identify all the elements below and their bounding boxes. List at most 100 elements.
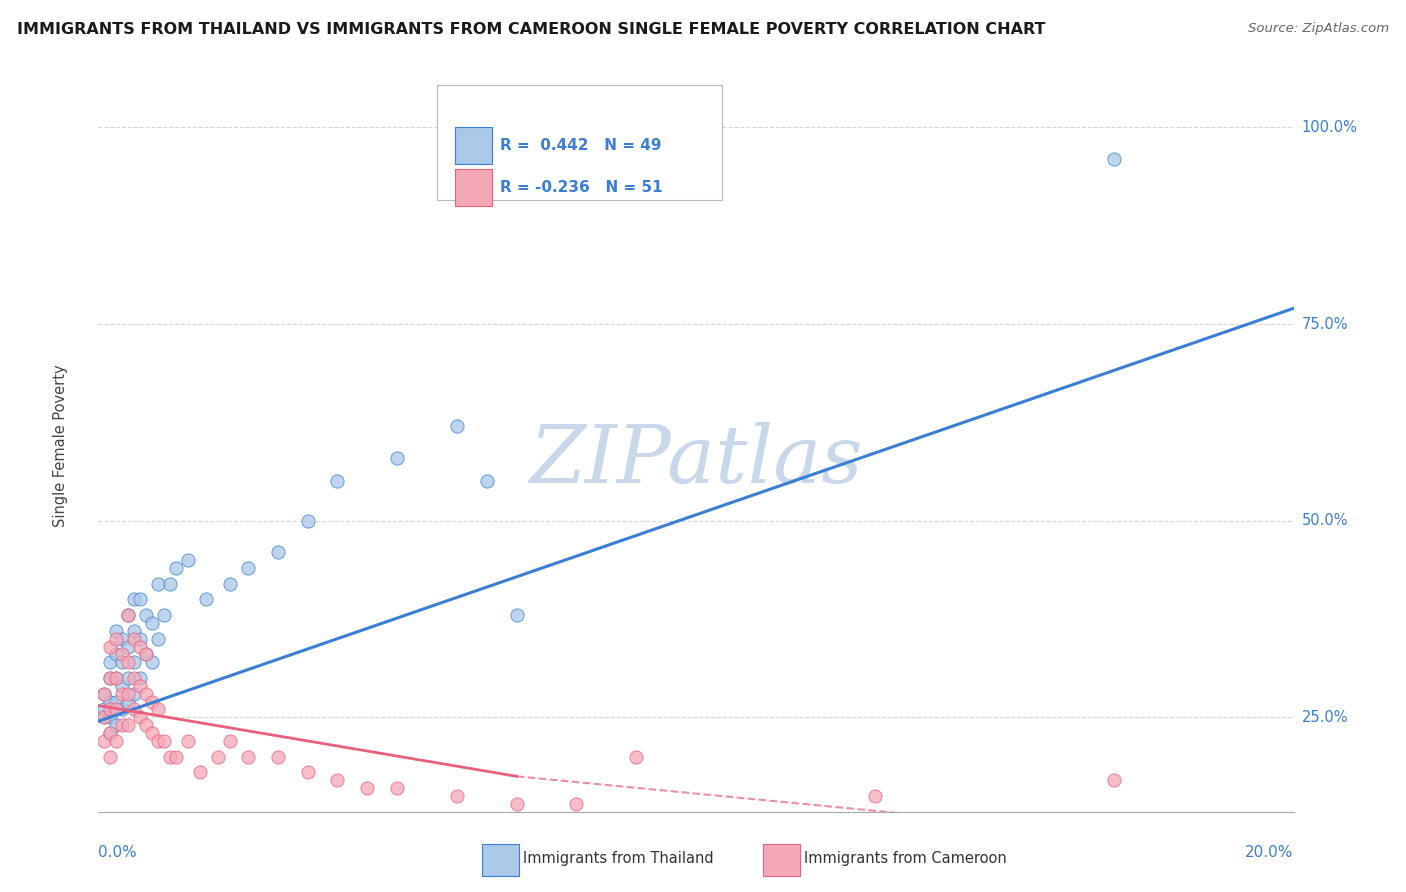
- Point: [475, 475, 498, 489]
- Point: [135, 648, 157, 662]
- Point: [129, 632, 152, 646]
- Point: [141, 655, 163, 669]
- Point: [267, 749, 290, 764]
- Point: [356, 781, 378, 796]
- Point: [129, 592, 152, 607]
- Point: [148, 576, 170, 591]
- Point: [159, 576, 181, 591]
- Point: [117, 718, 139, 732]
- Text: Immigrants from Thailand: Immigrants from Thailand: [523, 851, 714, 865]
- Point: [111, 702, 134, 716]
- Point: [124, 632, 146, 646]
- Point: [297, 765, 319, 780]
- Point: [1104, 773, 1126, 788]
- Point: [236, 749, 259, 764]
- Point: [111, 718, 134, 732]
- Point: [98, 640, 122, 654]
- Point: [129, 710, 152, 724]
- Point: [129, 679, 152, 693]
- Point: [105, 702, 128, 716]
- Point: [105, 695, 128, 709]
- Point: [148, 702, 170, 716]
- Point: [135, 718, 157, 732]
- Point: [207, 749, 229, 764]
- Point: [446, 419, 468, 434]
- Point: [117, 608, 139, 623]
- Point: [117, 608, 139, 623]
- Point: [111, 679, 134, 693]
- Point: [105, 671, 128, 685]
- Point: [117, 640, 139, 654]
- Point: [117, 687, 139, 701]
- Point: [124, 592, 146, 607]
- Point: [98, 726, 122, 740]
- Point: [124, 655, 146, 669]
- Point: [124, 687, 146, 701]
- Point: [129, 640, 152, 654]
- Point: [385, 450, 409, 465]
- Text: Source: ZipAtlas.com: Source: ZipAtlas.com: [1249, 22, 1389, 36]
- Point: [446, 789, 468, 803]
- Point: [117, 695, 139, 709]
- Point: [98, 726, 122, 740]
- Text: 20.0%: 20.0%: [1246, 845, 1294, 860]
- Point: [1104, 152, 1126, 166]
- Point: [105, 648, 128, 662]
- Point: [117, 655, 139, 669]
- Point: [98, 702, 122, 716]
- Point: [159, 749, 181, 764]
- Point: [93, 734, 115, 748]
- Point: [297, 514, 319, 528]
- Point: [188, 765, 211, 780]
- Point: [165, 749, 187, 764]
- Point: [105, 624, 128, 638]
- Point: [267, 545, 290, 559]
- Point: [219, 734, 242, 748]
- Point: [105, 718, 128, 732]
- Text: 75.0%: 75.0%: [1302, 317, 1348, 332]
- Point: [93, 687, 115, 701]
- Point: [111, 648, 134, 662]
- Text: Single Female Poverty: Single Female Poverty: [52, 365, 67, 527]
- Point: [105, 632, 128, 646]
- Text: R = -0.236   N = 51: R = -0.236 N = 51: [501, 180, 662, 195]
- Point: [153, 734, 176, 748]
- Point: [326, 475, 349, 489]
- Point: [98, 749, 122, 764]
- Text: 50.0%: 50.0%: [1302, 513, 1348, 528]
- Point: [148, 632, 170, 646]
- Point: [93, 710, 115, 724]
- Point: [135, 648, 157, 662]
- Point: [326, 773, 349, 788]
- Point: [153, 608, 176, 623]
- Text: Immigrants from Cameroon: Immigrants from Cameroon: [804, 851, 1007, 865]
- Point: [141, 726, 163, 740]
- Point: [219, 576, 242, 591]
- Point: [135, 608, 157, 623]
- Point: [117, 671, 139, 685]
- Point: [111, 655, 134, 669]
- Point: [105, 671, 128, 685]
- Point: [98, 710, 122, 724]
- Point: [236, 561, 259, 575]
- Point: [111, 632, 134, 646]
- Point: [195, 592, 218, 607]
- Point: [98, 671, 122, 685]
- Text: 100.0%: 100.0%: [1302, 120, 1358, 135]
- Point: [177, 553, 200, 567]
- Point: [141, 615, 163, 630]
- Point: [165, 561, 187, 575]
- Text: 25.0%: 25.0%: [1302, 710, 1348, 725]
- Point: [565, 797, 588, 811]
- Point: [98, 695, 122, 709]
- Point: [105, 734, 128, 748]
- Point: [98, 655, 122, 669]
- Text: 0.0%: 0.0%: [98, 845, 138, 860]
- Point: [93, 687, 115, 701]
- Point: [124, 624, 146, 638]
- Point: [385, 781, 409, 796]
- Text: ZIPatlas: ZIPatlas: [529, 422, 863, 500]
- Point: [141, 695, 163, 709]
- Text: R =  0.442   N = 49: R = 0.442 N = 49: [501, 138, 662, 153]
- Point: [177, 734, 200, 748]
